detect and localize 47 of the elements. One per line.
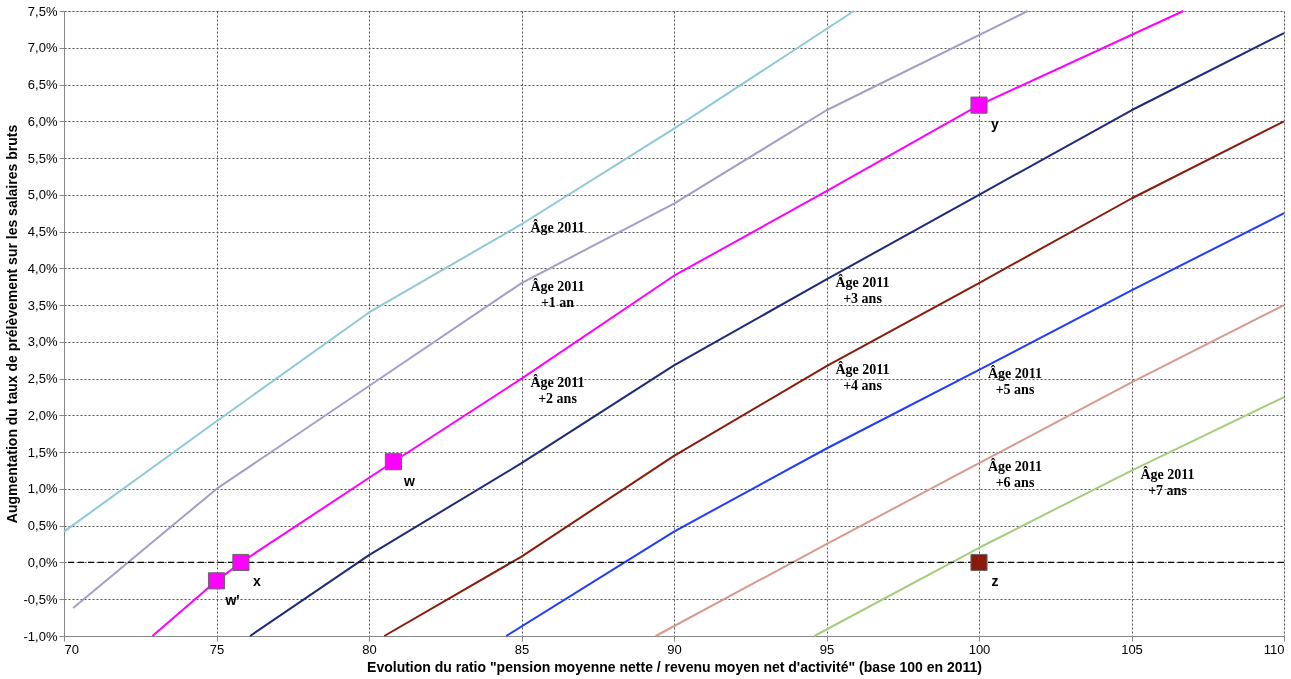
y-tick-label: 4,0% (27, 260, 58, 276)
line-series (505, 212, 1285, 637)
series-label: Âge 2011 +4 ans (835, 361, 890, 394)
series-label: Âge 2011 +6 ans (987, 458, 1043, 491)
data-label: z (991, 573, 999, 590)
y-tick-label: -0,5% (23, 591, 58, 607)
x-tick-label: 105 (1121, 641, 1143, 657)
series-label: Âge 2011 +7 ans (1140, 465, 1195, 498)
y-tick-label: 7,0% (27, 40, 58, 56)
x-tick-label: 80 (362, 641, 377, 657)
line-series (383, 120, 1285, 637)
data-label: x (253, 573, 261, 590)
y-tick-label: 3,5% (27, 297, 58, 313)
y-tick-label: 6,0% (27, 113, 58, 129)
line-series (813, 396, 1285, 637)
y-tick-label: 2,0% (27, 407, 58, 423)
x-tick-label: 95 (819, 641, 835, 657)
x-tick-label: 100 (968, 641, 991, 657)
y-tick-label: 0,0% (27, 554, 58, 570)
y-tick-label: -1,0% (23, 628, 58, 644)
y-tick-label: 5,0% (27, 187, 58, 203)
line-series (654, 304, 1285, 637)
y-tick-label: 3,0% (27, 334, 58, 350)
series-label: Âge 2011 +1 an (530, 278, 585, 311)
x-tick-label: 110 (1263, 641, 1285, 657)
series-label: Âge 2011 (530, 219, 585, 236)
y-axis-title: Augmentation du taux de prélèvement sur les salaires bruts (3, 124, 20, 524)
y-tick-label: 4,5% (27, 224, 58, 240)
line-series (249, 32, 1285, 637)
x-tick-label: 75 (209, 641, 225, 657)
data-label: w' (224, 591, 240, 608)
y-tick-label: 1,0% (27, 481, 58, 497)
series-label: Âge 2011 +3 ans (835, 274, 890, 307)
x-tick-label: 70 (64, 641, 79, 657)
data-label: w (402, 472, 415, 489)
y-tick-label: 7,5% (27, 3, 58, 19)
data-label: y (991, 116, 1000, 133)
series-label: Âge 2011 +2 ans (530, 373, 585, 406)
y-tick-label: 0,5% (27, 518, 58, 534)
y-tick-label: 1,5% (27, 444, 58, 460)
x-tick-label: 85 (514, 641, 530, 657)
y-tick-label: 5,5% (27, 150, 58, 166)
series-label: Âge 2011 +5 ans (987, 364, 1043, 397)
x-tick-label: 90 (667, 641, 682, 657)
y-tick-label: 2,5% (27, 371, 58, 387)
x-axis-title: Evolution du ratio "pension moyenne nette / revenu moyen net d'activité" (base 100 en 2011) (367, 658, 982, 675)
y-tick-label: 6,5% (27, 77, 58, 93)
